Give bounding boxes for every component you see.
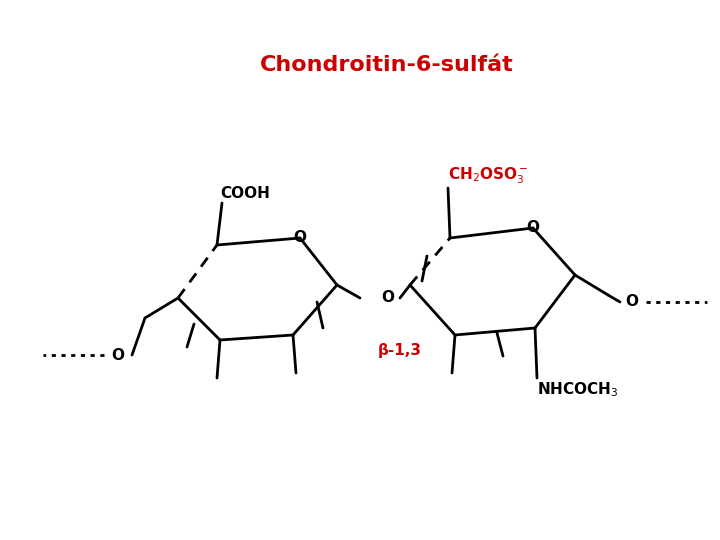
Text: O: O xyxy=(294,231,307,246)
Text: O: O xyxy=(626,294,639,309)
Text: CH$_2$OSO$_3^-$: CH$_2$OSO$_3^-$ xyxy=(448,165,528,186)
Text: NHCOCH$_3$: NHCOCH$_3$ xyxy=(537,380,618,399)
Text: COOH: COOH xyxy=(220,186,270,201)
Text: O: O xyxy=(112,348,125,362)
Text: Chondroitin-6-sulfát: Chondroitin-6-sulfát xyxy=(260,55,514,75)
Text: O: O xyxy=(382,291,395,306)
Text: O: O xyxy=(526,220,539,235)
Text: β-1,3: β-1,3 xyxy=(378,343,422,358)
